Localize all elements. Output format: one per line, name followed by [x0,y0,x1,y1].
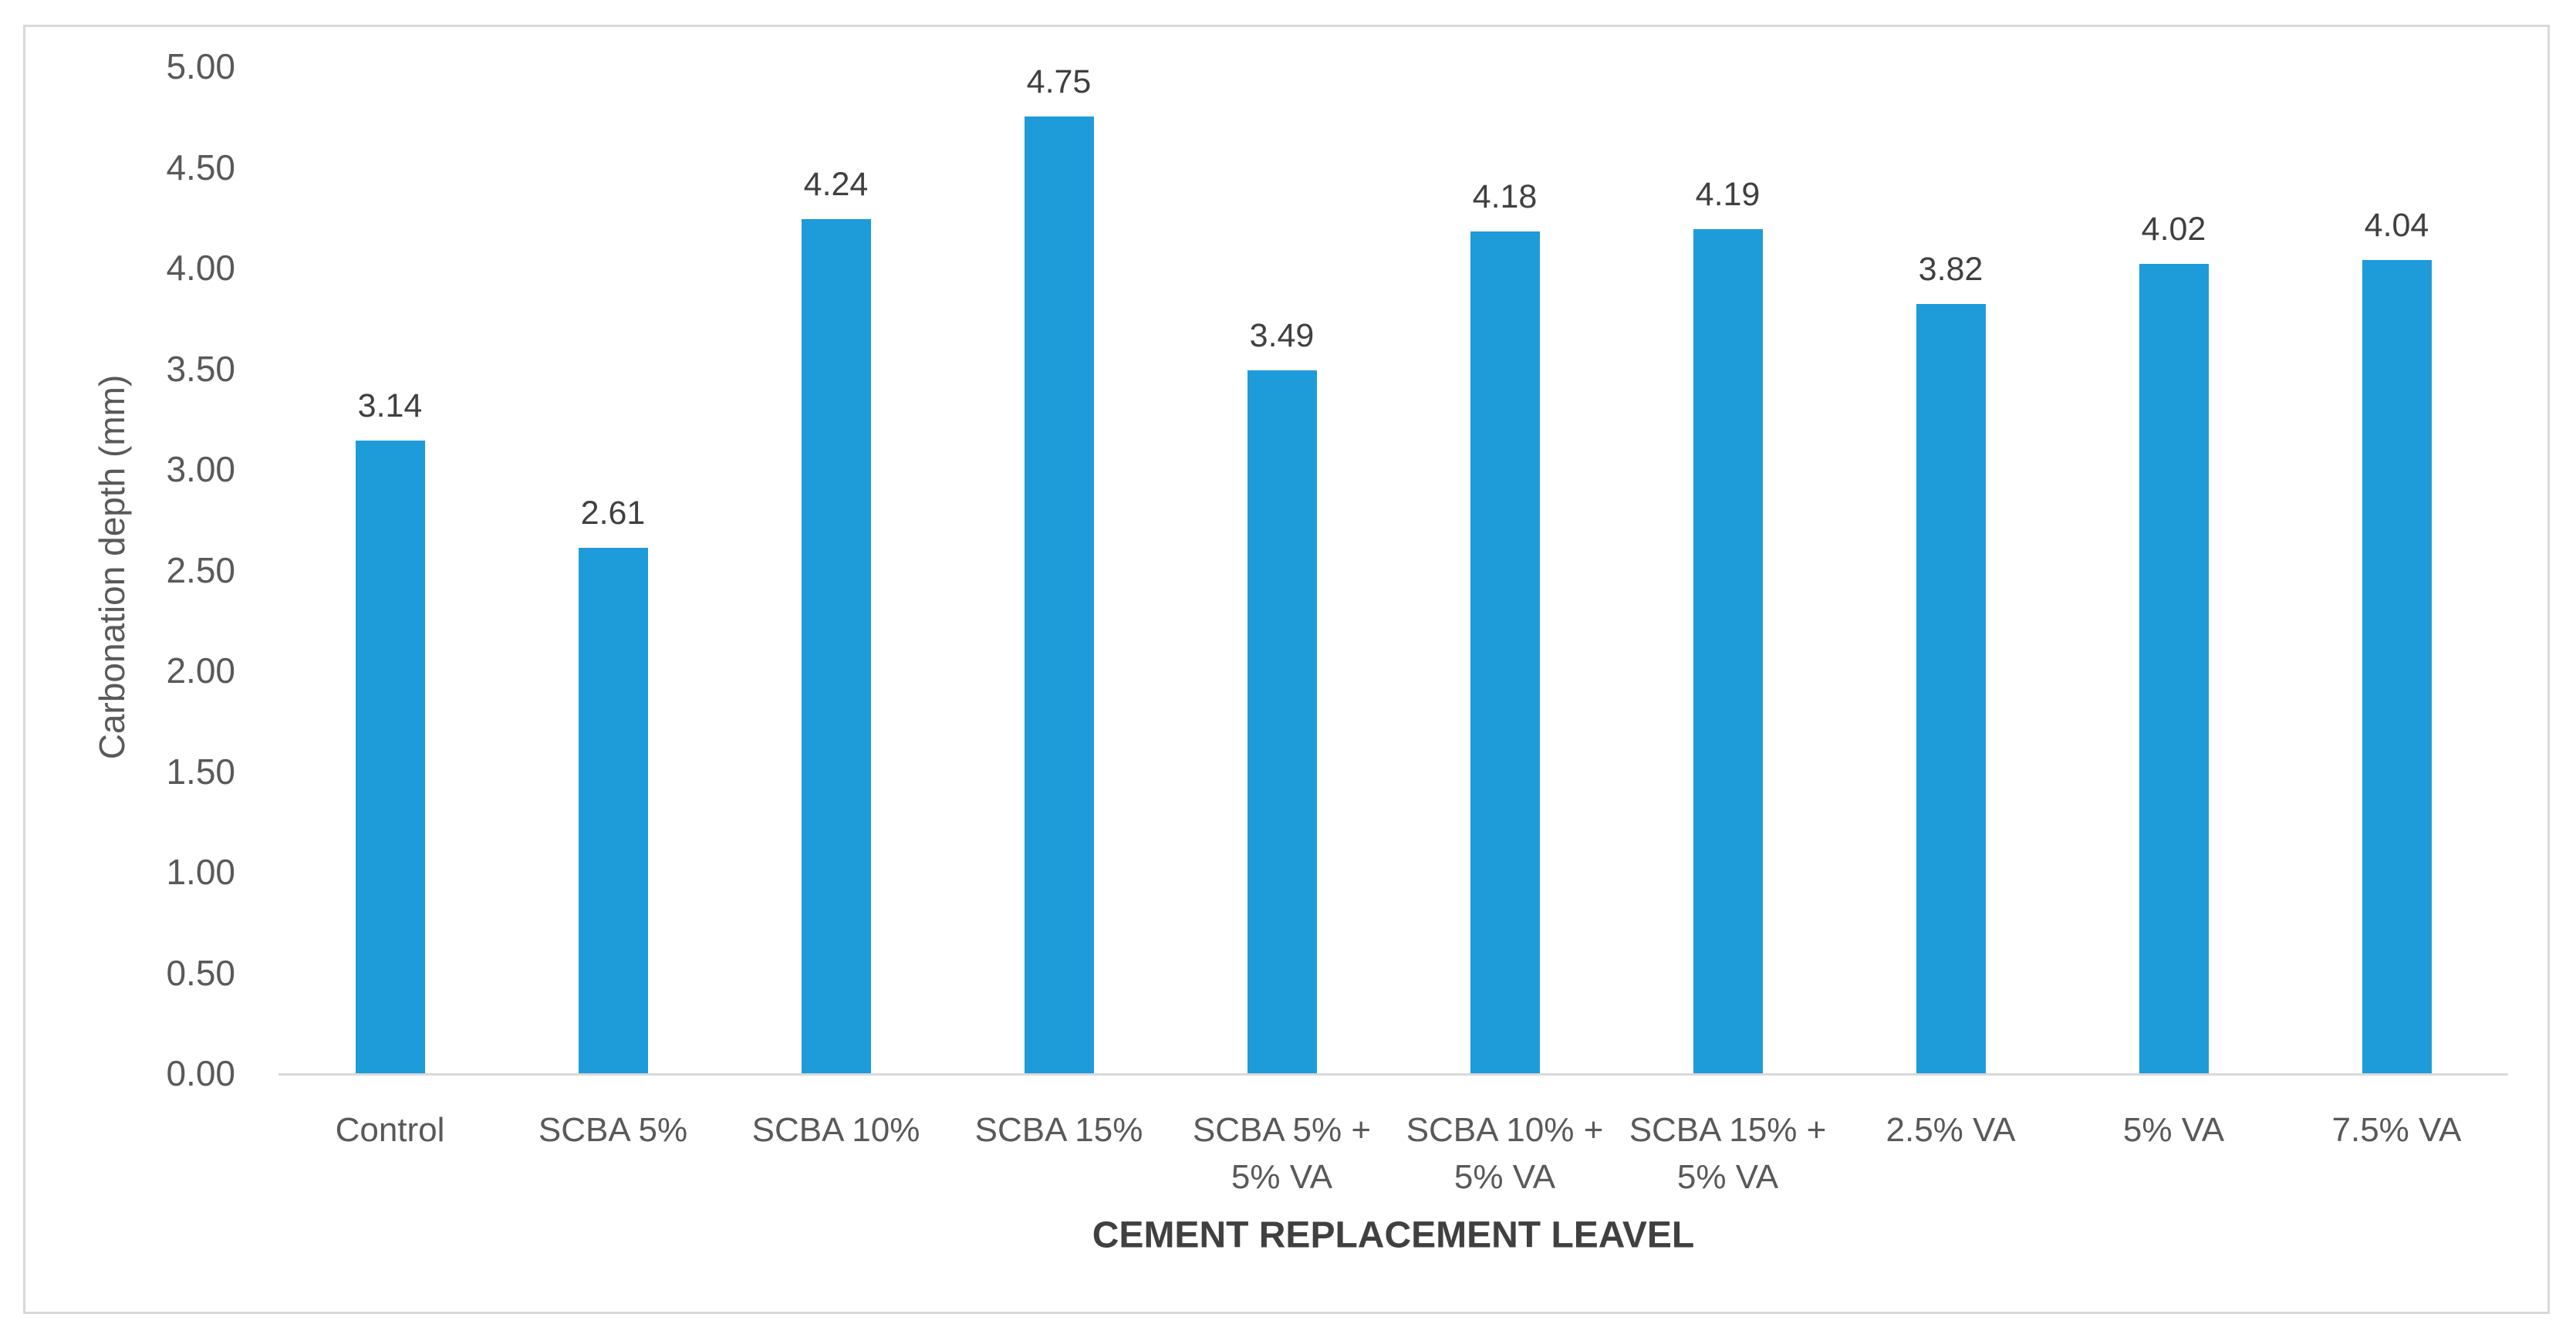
y-tick-label: 2.00 [166,650,235,691]
y-tick-label: 3.00 [166,449,235,489]
category-label: SCBA 5% [538,1111,688,1149]
chart-frame: Carbonation depth (mm) 0.00 0.50 1.00 1.50 2… [23,25,2550,1314]
category-label: SCBA 10% [751,1111,920,1149]
x-axis-line [279,1073,2508,1076]
category-label: Control [335,1111,445,1149]
bar [801,219,871,1073]
bar [1693,229,1763,1073]
bar-value-label: 3.49 [1249,317,1315,355]
bar [1470,231,1540,1073]
category-label: SCBA 15% [974,1111,1143,1149]
bar [2139,263,2209,1073]
bar [578,547,648,1073]
y-tick-label: 0.00 [166,1053,235,1093]
x-axis-category-labels: Control SCBA 5% SCBA 10% SCBA 15% SCBA 5% + … [279,1107,2508,1231]
category-label: 5% VA [2122,1111,2225,1149]
y-tick-label: 1.00 [166,852,235,892]
x-axis-title: CEMENT REPLACEMENT LEAVEL [1092,1214,1695,1256]
bar [1916,303,1986,1073]
bar-value-label: 4.18 [1472,178,1538,216]
y-axis-tick-labels: 0.00 0.50 1.00 1.50 2.00 2.50 3.00 3.50 4.00 4.50… [25,46,257,1093]
bar-value-label: 4.75 [1026,63,1092,101]
category-label: SCBA 15% + 5% VA [1629,1111,1827,1196]
bar [1247,370,1317,1073]
category-label: SCBA 5% + 5% VA [1192,1111,1372,1196]
category-label: 2.5% VA [1886,1111,2016,1149]
bar [355,441,425,1073]
bar-value-label: 4.19 [1695,176,1761,214]
y-tick-label: 0.50 [166,952,235,993]
bar-value-label: 4.24 [803,166,869,204]
bars-container: 3.14 2.61 4.24 4.75 3.49 4.18 4.19 3.82 4.02 4.04 [279,63,2508,1073]
bar [2362,259,2432,1073]
bar-value-label: 3.14 [357,387,423,425]
category-label: 7.5% VA [2331,1111,2462,1149]
y-tick-label: 2.50 [166,549,235,590]
plot-area: 3.14 2.61 4.24 4.75 3.49 4.18 4.19 3.82 4.02 4.04 [279,63,2508,1076]
y-tick-label: 5.00 [166,46,235,86]
bar-value-label: 4.04 [2364,206,2429,244]
y-tick-label: 1.50 [166,751,235,792]
bar-value-label: 2.61 [580,494,646,532]
category-label: SCBA 10% + 5% VA [1406,1111,1604,1196]
y-tick-label: 4.00 [166,248,235,288]
y-tick-label: 3.50 [166,348,235,389]
bar-value-label: 3.82 [1918,250,1983,288]
bar-value-label: 4.02 [2141,210,2206,248]
y-tick-label: 4.50 [166,147,235,187]
bar [1024,117,1094,1073]
